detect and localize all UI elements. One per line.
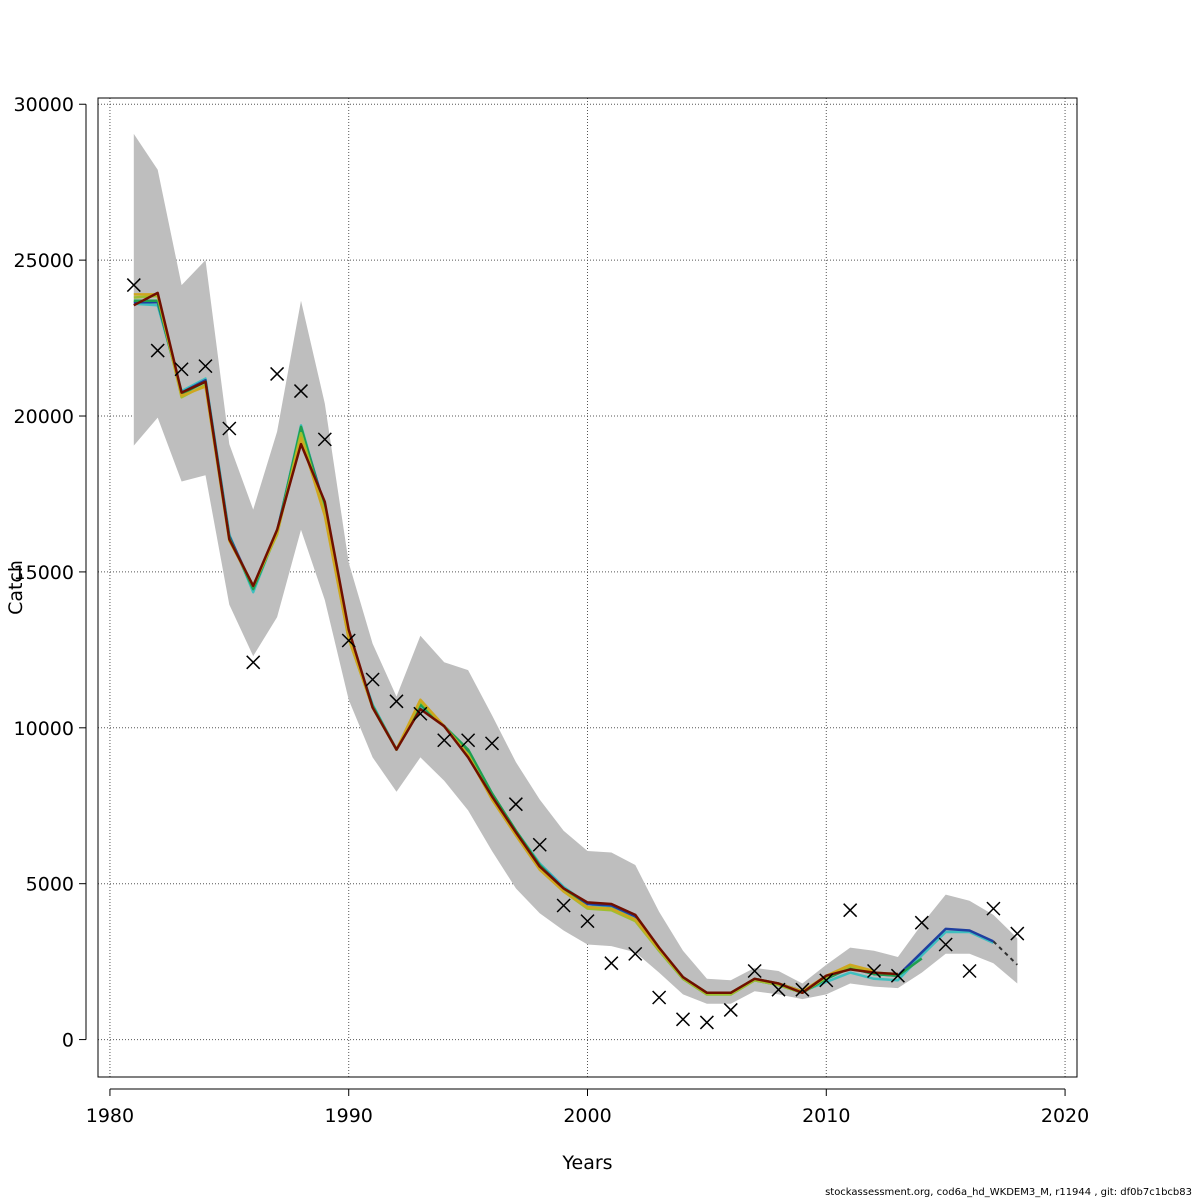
observation-marker-1998 [532, 837, 547, 852]
y-tick-label-10000: 10000 [14, 718, 74, 740]
y-tick-label-20000: 20000 [14, 406, 74, 428]
x-axis-label: Years [561, 1152, 612, 1174]
observation-marker-2009 [795, 982, 810, 997]
y-axis-label: Catch [5, 560, 27, 615]
footer-caption: stockassessment.org, cod6a_hd_WKDEM3_M, … [825, 1187, 1192, 1198]
observation-marker-2002 [628, 946, 643, 961]
observation-marker-2016 [962, 963, 977, 979]
observation-marker-1981 [126, 278, 141, 293]
confidence-band-area [133, 133, 1018, 1004]
observation-marker-2003 [652, 990, 667, 1005]
observation-marker-1985 [222, 421, 237, 436]
observation-marker-2007 [747, 963, 762, 979]
observation-marker-1984 [198, 359, 213, 374]
observation-marker-1982 [150, 343, 165, 358]
observation-marker-2014 [914, 915, 929, 930]
series-line-6 [133, 291, 898, 995]
observation-marker-2012 [867, 963, 882, 979]
y-tick-label-5000: 5000 [26, 874, 74, 896]
y-tick-label-15000: 15000 [14, 562, 74, 584]
observation-marker-2006 [723, 1002, 738, 1018]
observation-marker-1996 [484, 736, 500, 751]
observation-marker-2018 [1010, 926, 1025, 941]
observation-marker-1994 [437, 733, 452, 748]
observation-marker-1999 [556, 898, 571, 913]
y-tick-label-25000: 25000 [14, 250, 74, 272]
observation-marker-1995 [461, 733, 476, 748]
observation-marker-1997 [508, 797, 523, 812]
y-tick-label-0: 0 [62, 1030, 74, 1052]
observation-marker-1990 [341, 633, 356, 648]
x-tick-label-1980: 1980 [86, 1105, 134, 1127]
x-tick-label-2020: 2020 [1041, 1105, 1089, 1127]
plot-frame [97, 97, 1078, 1078]
observation-marker-2010 [819, 973, 834, 988]
series-line-5 [133, 293, 875, 995]
observation-marker-1991 [365, 672, 380, 687]
y-tick-label-30000: 30000 [14, 94, 74, 116]
observation-marker-2001 [604, 956, 619, 971]
observation-marker-1983 [174, 362, 189, 377]
observation-marker-1986 [246, 655, 261, 670]
series-lines [133, 291, 1018, 996]
observation-marker-2011 [843, 903, 858, 918]
observation-marker-1992 [389, 694, 404, 709]
confidence-band [133, 133, 1018, 1004]
observation-marker-2008 [771, 982, 786, 997]
x-tick-label-1990: 1990 [325, 1105, 373, 1127]
observation-marker-1987 [270, 366, 285, 381]
x-tick-label-2000: 2000 [563, 1105, 611, 1127]
observation-marker-2000 [580, 914, 595, 929]
observation-markers [126, 278, 1025, 1030]
x-tick-label-2010: 2010 [802, 1105, 850, 1127]
axes: 1980 1990 2000 2010 2020 0 5000 10000 15000 20000… [14, 94, 1090, 1127]
observation-marker-2005 [699, 1015, 714, 1030]
observation-marker-1988 [293, 384, 308, 399]
observation-marker-1989 [317, 432, 332, 447]
observation-marker-2013 [890, 968, 905, 983]
observation-marker-1993 [413, 706, 428, 721]
observation-marker-2004 [675, 1012, 691, 1027]
series-line-7 [992, 940, 1018, 966]
observation-marker-2015 [938, 937, 953, 952]
observation-marker-2017 [986, 901, 1001, 916]
